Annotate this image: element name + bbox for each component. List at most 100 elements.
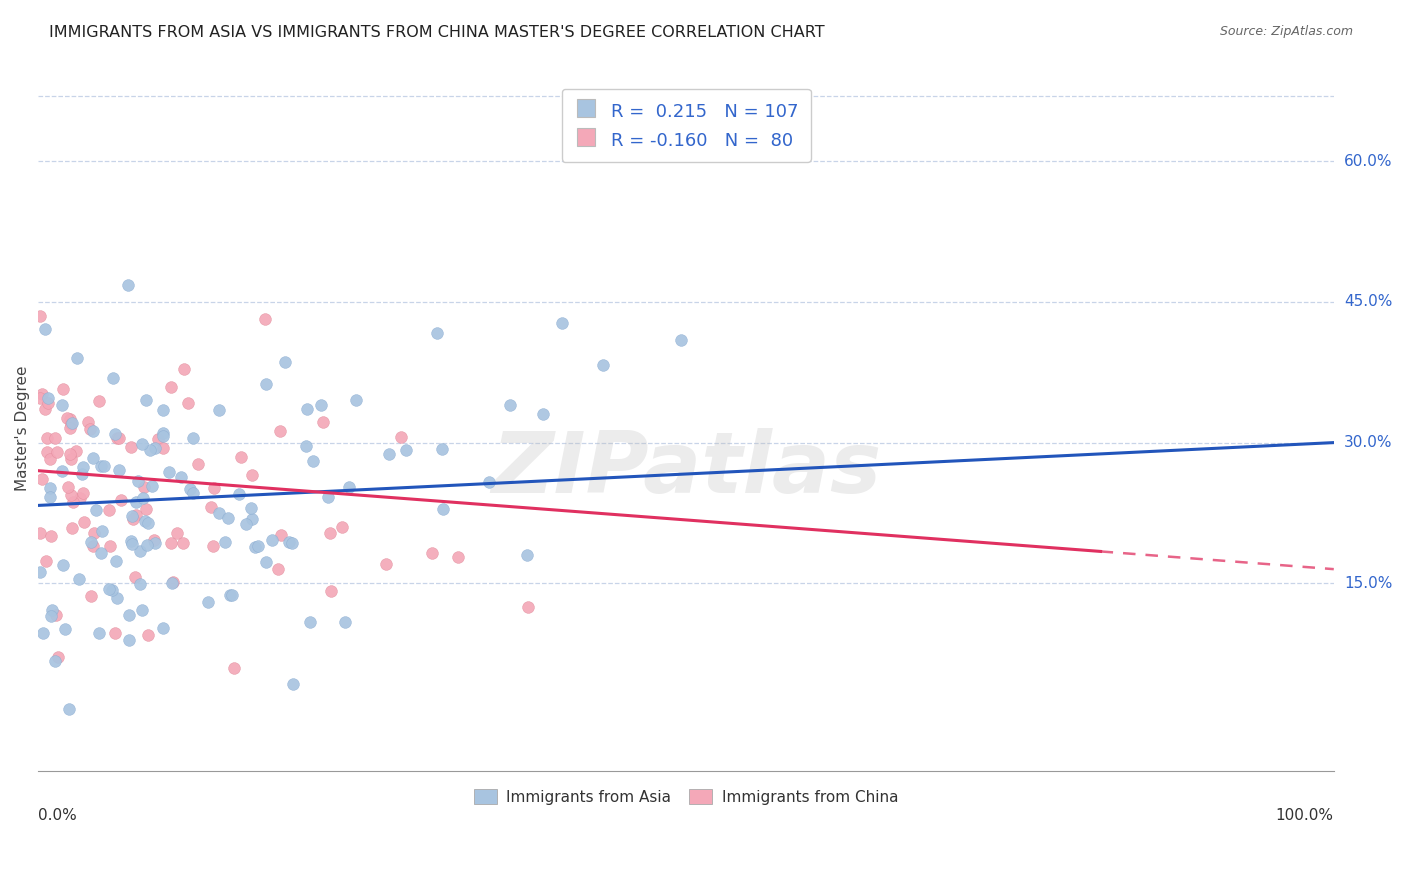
Point bbox=[240, 468, 263, 483]
Point bbox=[179, 483, 201, 497]
Point bbox=[498, 398, 520, 412]
Point bbox=[80, 535, 103, 549]
Point bbox=[221, 587, 243, 601]
Point bbox=[56, 411, 79, 425]
Point bbox=[172, 536, 194, 550]
Point bbox=[60, 452, 83, 467]
Point bbox=[270, 528, 292, 542]
Point bbox=[141, 478, 163, 492]
Point bbox=[228, 486, 250, 500]
Point bbox=[79, 422, 101, 436]
Point bbox=[478, 475, 501, 490]
Point bbox=[28, 391, 51, 405]
Point bbox=[98, 540, 121, 554]
Point bbox=[52, 382, 75, 396]
Point bbox=[31, 387, 53, 401]
Text: 100.0%: 100.0% bbox=[1275, 808, 1334, 823]
Point bbox=[60, 521, 83, 535]
Point bbox=[105, 591, 128, 605]
Point bbox=[87, 626, 110, 640]
Point bbox=[254, 555, 277, 569]
Point bbox=[28, 526, 51, 541]
Point bbox=[117, 633, 139, 648]
Point bbox=[82, 539, 104, 553]
Point bbox=[143, 533, 166, 547]
Point bbox=[83, 525, 105, 540]
Point bbox=[181, 486, 204, 500]
Point bbox=[93, 458, 115, 473]
Point bbox=[152, 425, 174, 440]
Point bbox=[152, 441, 174, 455]
Point bbox=[120, 440, 142, 454]
Point bbox=[316, 490, 339, 504]
Point bbox=[309, 398, 332, 412]
Point bbox=[44, 431, 66, 445]
Point bbox=[34, 322, 56, 336]
Point bbox=[243, 540, 266, 554]
Point bbox=[246, 539, 269, 553]
Point bbox=[208, 506, 231, 520]
Point bbox=[132, 491, 155, 506]
Point bbox=[135, 392, 157, 407]
Point bbox=[166, 525, 188, 540]
Point bbox=[395, 443, 418, 458]
Point bbox=[235, 516, 257, 531]
Point bbox=[67, 572, 90, 586]
Point bbox=[136, 628, 159, 642]
Point bbox=[72, 460, 94, 475]
Point bbox=[337, 480, 360, 494]
Point bbox=[38, 481, 60, 495]
Point bbox=[374, 558, 396, 572]
Point bbox=[31, 625, 53, 640]
Point bbox=[60, 417, 83, 431]
Point bbox=[378, 447, 401, 461]
Point bbox=[222, 661, 245, 675]
Point bbox=[344, 392, 367, 407]
Text: IMMIGRANTS FROM ASIA VS IMMIGRANTS FROM CHINA MASTER'S DEGREE CORRELATION CHART: IMMIGRANTS FROM ASIA VS IMMIGRANTS FROM … bbox=[49, 25, 825, 40]
Point bbox=[214, 535, 236, 549]
Text: 15.0%: 15.0% bbox=[1344, 575, 1392, 591]
Point bbox=[254, 311, 277, 326]
Point bbox=[267, 562, 290, 576]
Point bbox=[176, 396, 198, 410]
Text: 60.0%: 60.0% bbox=[1344, 153, 1393, 169]
Text: ZIPatlas: ZIPatlas bbox=[491, 428, 882, 511]
Point bbox=[131, 437, 153, 451]
Point bbox=[103, 626, 125, 640]
Point bbox=[97, 503, 120, 517]
Point bbox=[45, 445, 67, 459]
Point bbox=[281, 536, 304, 550]
Point bbox=[152, 403, 174, 417]
Point bbox=[69, 491, 91, 505]
Point bbox=[108, 431, 131, 445]
Point bbox=[117, 608, 139, 623]
Point bbox=[82, 425, 104, 439]
Point bbox=[58, 480, 80, 494]
Point bbox=[170, 470, 193, 484]
Point bbox=[240, 511, 263, 525]
Point bbox=[173, 361, 195, 376]
Point bbox=[162, 575, 184, 590]
Point bbox=[262, 533, 284, 547]
Point bbox=[125, 508, 148, 522]
Point bbox=[87, 394, 110, 409]
Point bbox=[73, 515, 96, 529]
Point bbox=[136, 516, 159, 531]
Point bbox=[41, 528, 63, 542]
Point bbox=[58, 702, 80, 716]
Point bbox=[34, 402, 56, 417]
Point bbox=[426, 326, 449, 341]
Point bbox=[269, 424, 291, 438]
Point bbox=[124, 569, 146, 583]
Point bbox=[333, 615, 356, 629]
Point bbox=[152, 621, 174, 635]
Point bbox=[516, 599, 538, 614]
Point bbox=[41, 603, 63, 617]
Point bbox=[127, 475, 149, 489]
Point bbox=[60, 487, 83, 501]
Point bbox=[90, 459, 112, 474]
Point bbox=[447, 549, 470, 564]
Point bbox=[110, 493, 132, 508]
Point bbox=[51, 464, 73, 478]
Point bbox=[105, 554, 128, 568]
